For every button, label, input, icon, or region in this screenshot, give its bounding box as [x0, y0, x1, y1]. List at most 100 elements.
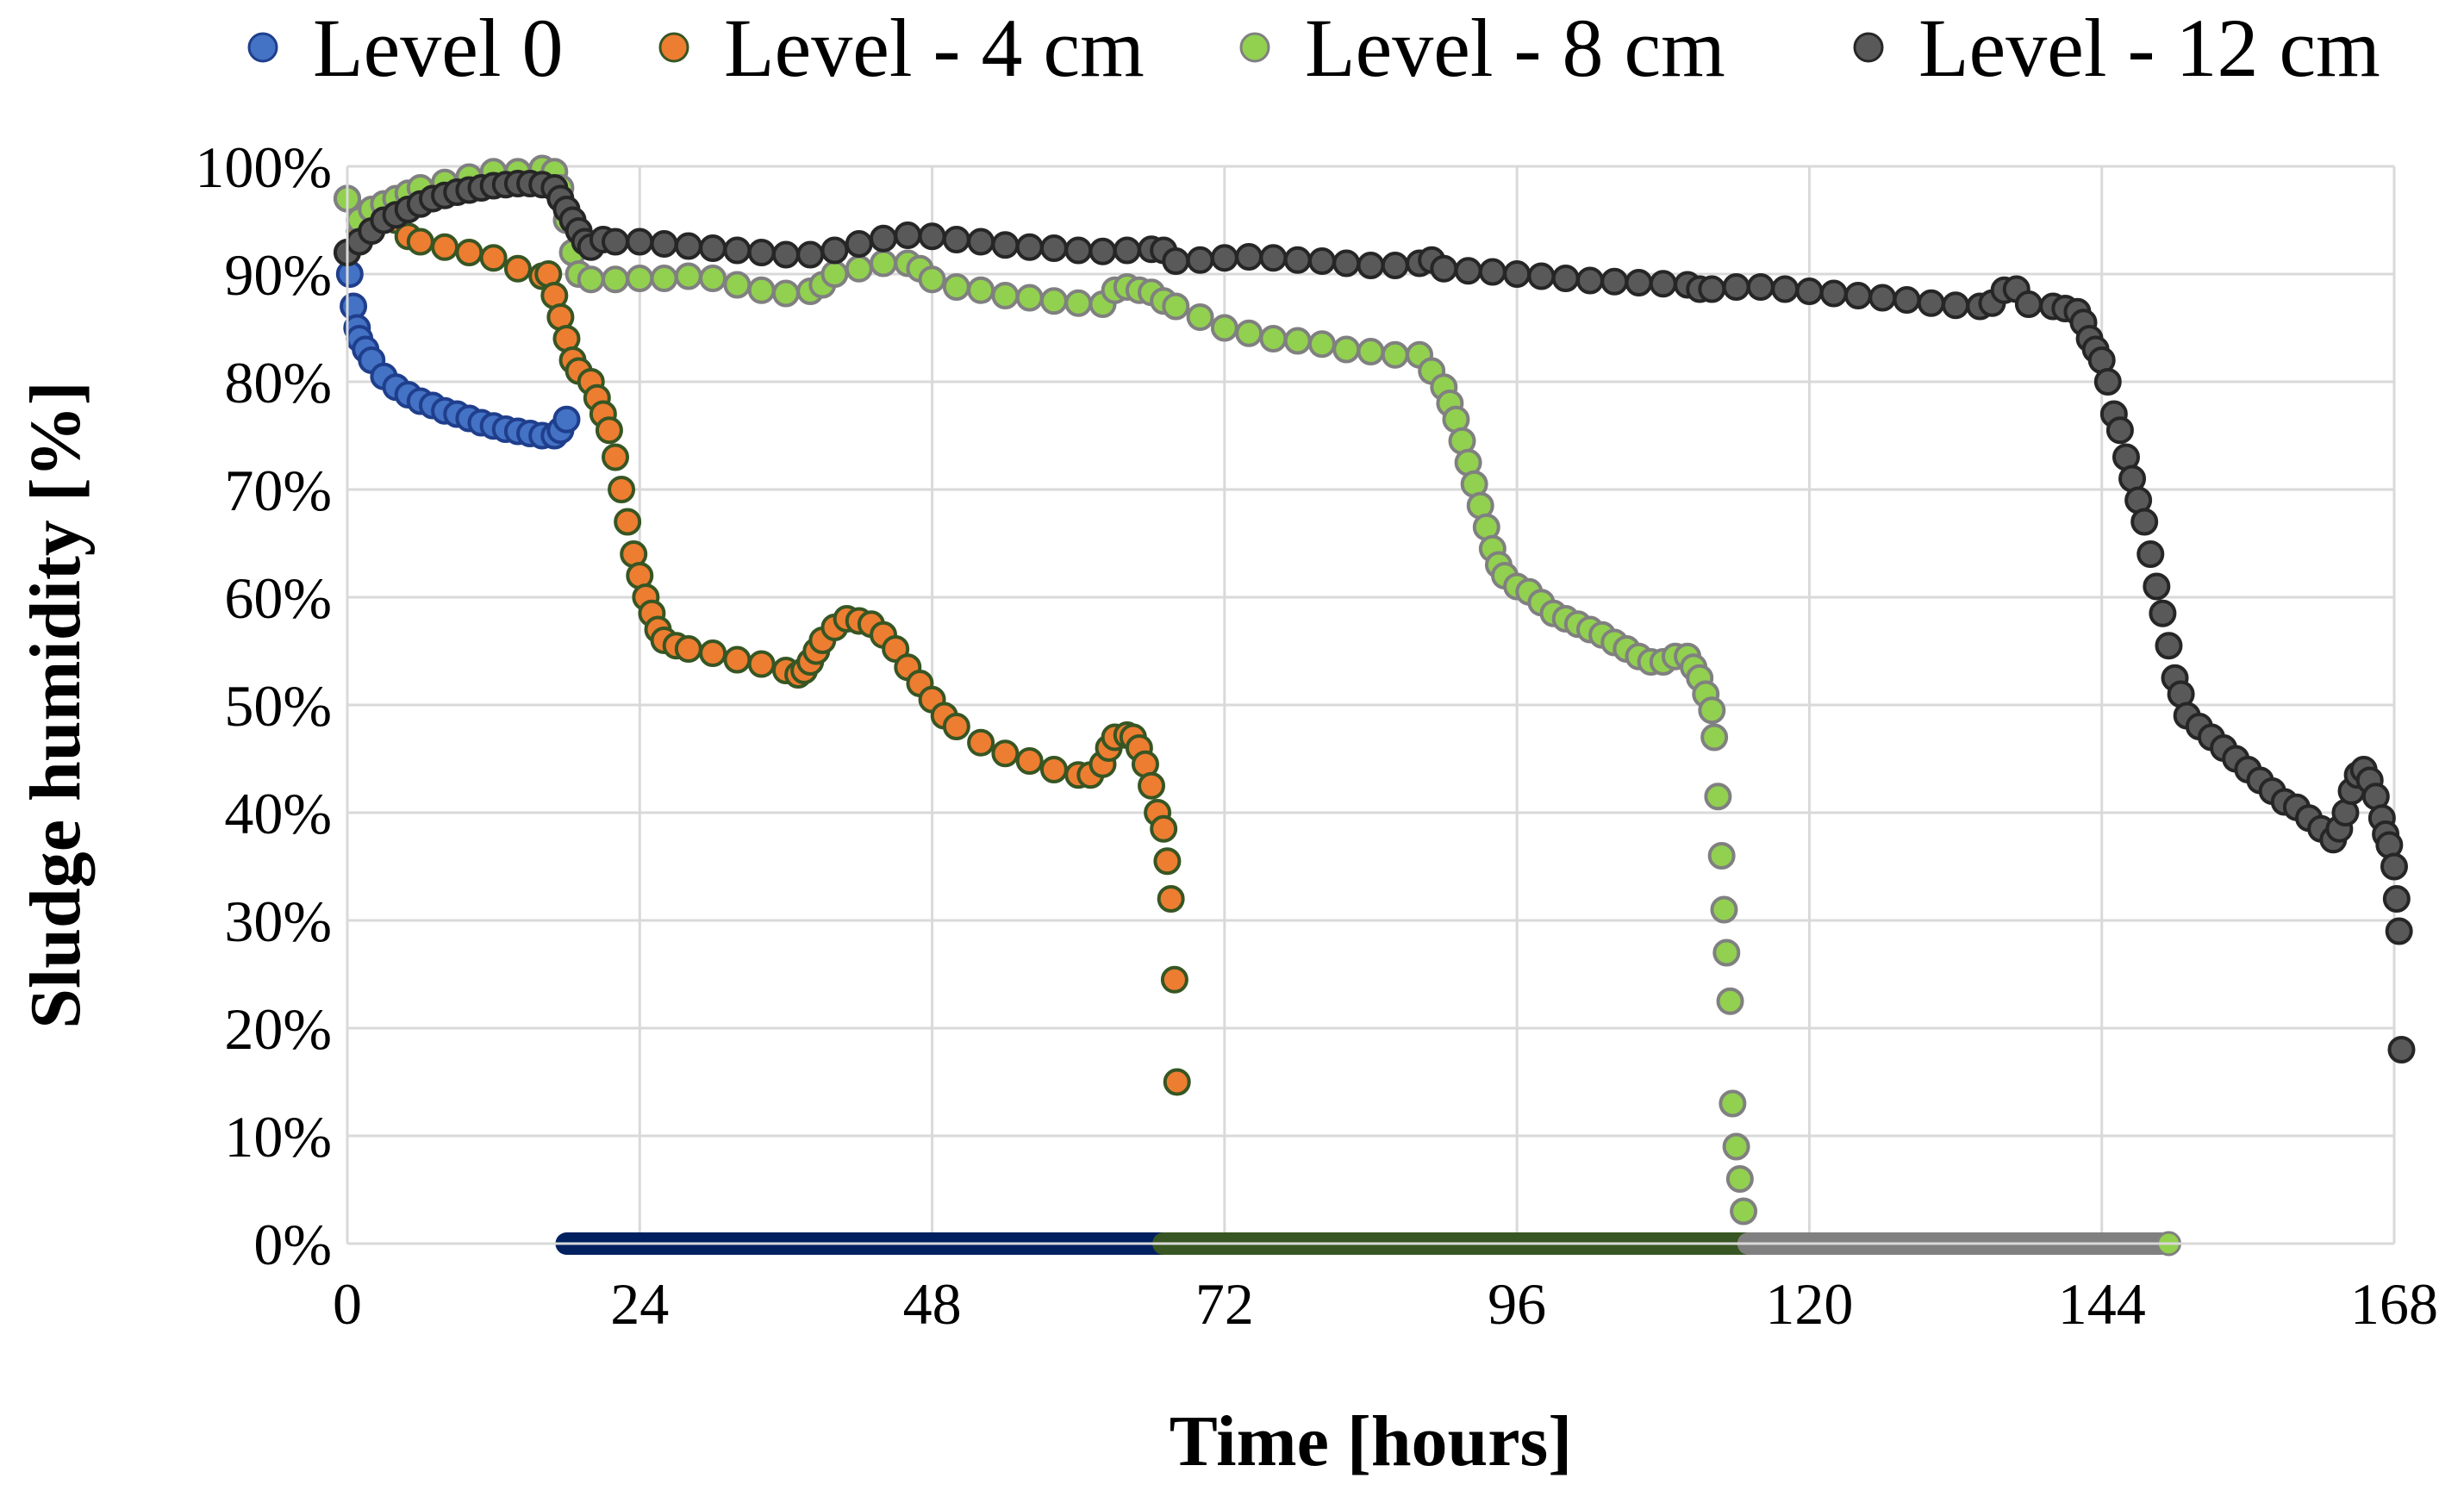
point-level-8-cm — [991, 282, 1020, 309]
point-level-8-cm — [845, 254, 873, 283]
legend-label: Level 0 — [313, 2, 564, 94]
y-tick-label: 20% — [224, 996, 332, 1062]
point-level-12-cm — [2387, 1036, 2416, 1063]
point-level-12-cm — [674, 232, 702, 260]
point-level-8-cm — [1381, 340, 1409, 369]
point-level-12-cm — [894, 221, 922, 249]
point-level-4-cm — [1157, 885, 1185, 913]
point-level-12-cm — [1162, 247, 1190, 275]
point-level-4-cm — [431, 233, 459, 261]
point-level-4-cm — [747, 650, 776, 678]
point-level-8-cm — [1210, 314, 1238, 342]
point-level-4-cm — [991, 739, 1020, 768]
point-level-12-cm — [2137, 540, 2165, 568]
point-level-8-cm — [1015, 284, 1044, 312]
y-tick-label: 80% — [224, 350, 332, 415]
point-level-4-cm — [595, 416, 623, 445]
point-level-12-cm — [1430, 254, 1458, 283]
point-level-12-cm — [2380, 852, 2408, 881]
point-level-12-cm — [1064, 236, 1093, 265]
point-level-12-cm — [942, 226, 970, 253]
point-level-12-cm — [747, 239, 776, 266]
point-level-4-cm — [1160, 965, 1188, 994]
point-level-8-cm — [1283, 327, 1312, 355]
point-level-12-cm — [1454, 257, 1482, 285]
point-level-12-cm — [1283, 246, 1312, 274]
x-tick-label: 48 — [903, 1271, 962, 1337]
y-tick-label: 60% — [224, 565, 332, 631]
point-level-8-cm — [723, 271, 752, 299]
point-level-4-cm — [967, 728, 995, 757]
point-level-8-cm — [1730, 1197, 1758, 1225]
point-level-8-cm — [650, 265, 678, 292]
point-level-12-cm — [1210, 244, 1238, 272]
point-level-12-cm — [1771, 275, 1800, 303]
point-level-12-cm — [2130, 508, 2159, 536]
point-level-8-cm — [1725, 1165, 1754, 1193]
point-level-8-cm — [1357, 338, 1385, 365]
point-level-8-cm — [1039, 287, 1068, 315]
point-level-12-cm — [2093, 368, 2122, 396]
point-level-12-cm — [1746, 273, 1775, 301]
x-tick-label: 24 — [610, 1271, 669, 1337]
y-tick-label: 40% — [224, 781, 332, 846]
point-level-4-cm — [602, 443, 630, 471]
point-level-8-cm — [626, 265, 654, 292]
point-level-8-cm — [1704, 783, 1732, 811]
x-tick-label: 96 — [1488, 1271, 1546, 1337]
point-level-8-cm — [1707, 842, 1736, 870]
point-level-8-cm — [918, 265, 946, 294]
point-level-12-cm — [967, 228, 995, 256]
point-level-12-cm — [1113, 236, 1141, 265]
point-level-8-cm — [1307, 330, 1336, 359]
y-tick-label: 70% — [224, 458, 332, 523]
point-level-12-cm — [1307, 247, 1336, 275]
point-level-8-cm — [942, 273, 970, 301]
legend-marker — [658, 32, 689, 63]
point-level-12-cm — [2014, 290, 2043, 318]
point-level-12-cm — [2143, 572, 2171, 601]
point-level-8-cm — [1259, 325, 1288, 352]
y-tick-label: 100% — [195, 134, 332, 200]
x-tick-label: 72 — [1195, 1271, 1254, 1337]
point-level-12-cm — [1843, 282, 1872, 309]
point-level-4-cm — [406, 228, 434, 256]
point-level-12-cm — [1089, 237, 1117, 265]
point-level-4-cm — [674, 635, 702, 663]
point-level-8-cm — [870, 249, 898, 278]
point-level-8-cm — [1712, 939, 1741, 967]
point-level-12-cm — [1332, 249, 1361, 278]
point-level-8-cm — [1064, 289, 1093, 317]
point-level-8-cm — [1710, 895, 1738, 924]
point-level-4-cm — [1153, 847, 1182, 876]
legend-label: Level - 8 cm — [1305, 2, 1725, 94]
legend-marker — [1853, 32, 1884, 63]
legend-marker — [247, 32, 278, 63]
data-points — [334, 154, 2416, 1257]
point-level-12-cm — [1039, 234, 1068, 262]
point-level-12-cm — [845, 230, 873, 258]
point-level-12-cm — [1381, 252, 1409, 279]
point-level-8-cm — [747, 276, 776, 304]
point-level-8-cm — [577, 265, 605, 294]
point-level-12-cm — [771, 240, 800, 269]
point-level-12-cm — [991, 231, 1020, 259]
point-level-8-cm — [1186, 303, 1214, 331]
point-level-12-cm — [796, 240, 825, 269]
point-level-4-cm — [503, 254, 532, 283]
point-level-8-cm — [1235, 319, 1263, 347]
point-level-12-cm — [870, 224, 898, 253]
point-level-8-cm — [1332, 335, 1361, 364]
y-tick-label: 30% — [224, 889, 332, 954]
point-level-8-cm — [602, 265, 630, 294]
x-tick-label: 144 — [2058, 1271, 2146, 1337]
point-level-12-cm — [1649, 270, 1677, 298]
point-level-4-cm — [699, 639, 727, 667]
point-level-8-cm — [1698, 696, 1726, 725]
point-level-12-cm — [1819, 279, 1848, 308]
point-level-4-cm — [1015, 747, 1044, 775]
point-level-4-cm — [455, 239, 483, 266]
point-level-8-cm — [1716, 987, 1744, 1015]
point-level-12-cm — [918, 222, 946, 251]
point-level-12-cm — [626, 228, 654, 256]
